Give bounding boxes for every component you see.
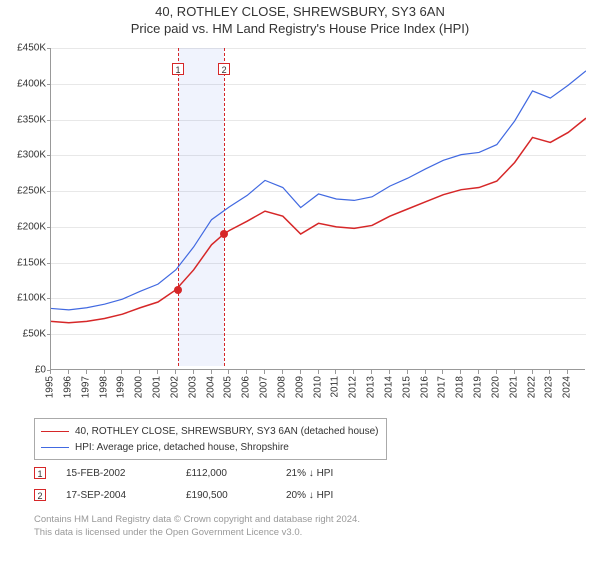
x-axis-label: 1996: [62, 376, 73, 398]
x-axis-label: 1998: [98, 376, 109, 398]
y-axis-label: £350K: [2, 114, 46, 125]
x-axis-label: 1999: [116, 376, 127, 398]
sale-marker-box: 2: [218, 63, 230, 75]
x-axis-label: 2012: [348, 376, 359, 398]
x-axis-label: 2020: [490, 376, 501, 398]
x-axis-label: 2018: [455, 376, 466, 398]
sale-date: 15-FEB-2002: [66, 468, 186, 479]
y-axis-label: £50K: [2, 329, 46, 340]
x-axis-label: 2010: [312, 376, 323, 398]
x-axis-label: 2002: [169, 376, 180, 398]
x-axis-label: 2017: [437, 376, 448, 398]
legend-label: 40, ROTHLEY CLOSE, SHREWSBURY, SY3 6AN (…: [75, 426, 378, 437]
sale-marker-box: 1: [172, 63, 184, 75]
y-axis-label: £400K: [2, 78, 46, 89]
y-axis-label: £0: [2, 365, 46, 376]
legend: 40, ROTHLEY CLOSE, SHREWSBURY, SY3 6AN (…: [34, 418, 387, 460]
sale-marker-dot: [220, 230, 228, 238]
x-axis-label: 2009: [294, 376, 305, 398]
x-axis-label: 2007: [259, 376, 270, 398]
y-axis-label: £100K: [2, 293, 46, 304]
sale-diff: 21% ↓ HPI: [286, 468, 406, 479]
chart-title: 40, ROTHLEY CLOSE, SHREWSBURY, SY3 6AN: [0, 4, 600, 19]
chart-subtitle: Price paid vs. HM Land Registry's House …: [0, 21, 600, 36]
x-axis-label: 2008: [276, 376, 287, 398]
sales-table: 1 15-FEB-2002£112,00021% ↓ HPI 2 17-SEP-200…: [34, 462, 406, 506]
sale-row: 2 17-SEP-2004£190,50020% ↓ HPI: [34, 484, 406, 506]
sale-date: 17-SEP-2004: [66, 490, 186, 501]
x-axis-label: 2001: [152, 376, 163, 398]
x-axis-label: 2005: [223, 376, 234, 398]
sale-row: 1 15-FEB-2002£112,00021% ↓ HPI: [34, 462, 406, 484]
y-axis-label: £450K: [2, 43, 46, 54]
x-axis-label: 2024: [562, 376, 573, 398]
legend-swatch: [41, 431, 69, 432]
y-axis-label: £300K: [2, 150, 46, 161]
sale-price: £112,000: [186, 468, 286, 479]
chart-series: [51, 48, 586, 370]
x-axis-label: 2023: [544, 376, 555, 398]
sale-price: £190,500: [186, 490, 286, 501]
x-axis-label: 2013: [366, 376, 377, 398]
y-axis-label: £250K: [2, 186, 46, 197]
footnote-line2: This data is licensed under the Open Gov…: [34, 527, 302, 538]
x-axis-label: 2004: [205, 376, 216, 398]
legend-item: HPI: Average price, detached house, Shro…: [41, 439, 378, 455]
x-axis-label: 2000: [134, 376, 145, 398]
legend-item: 40, ROTHLEY CLOSE, SHREWSBURY, SY3 6AN (…: [41, 423, 378, 439]
x-axis-label: 2019: [473, 376, 484, 398]
series-hpi: [51, 71, 586, 310]
x-axis-label: 2022: [526, 376, 537, 398]
footnote: Contains HM Land Registry data © Crown c…: [34, 514, 584, 540]
y-axis-label: £200K: [2, 221, 46, 232]
x-axis-label: 2011: [330, 376, 341, 398]
sale-marker-dot: [174, 286, 182, 294]
x-axis-label: 2006: [241, 376, 252, 398]
x-axis-label: 2015: [401, 376, 412, 398]
x-axis-label: 1995: [45, 376, 56, 398]
x-axis-label: 2003: [187, 376, 198, 398]
sale-number-box: 2: [34, 489, 46, 501]
sale-diff: 20% ↓ HPI: [286, 490, 406, 501]
series-property: [51, 118, 586, 323]
legend-swatch: [41, 447, 69, 448]
x-axis-label: 1997: [80, 376, 91, 398]
legend-label: HPI: Average price, detached house, Shro…: [75, 442, 289, 453]
x-axis-label: 2014: [383, 376, 394, 398]
y-axis-label: £150K: [2, 257, 46, 268]
x-axis-label: 2016: [419, 376, 430, 398]
plot-area: 12: [50, 48, 585, 370]
x-axis-label: 2021: [508, 376, 519, 398]
chart-area: £0£50K£100K£150K£200K£250K£300K£350K£400…: [50, 48, 585, 370]
sale-number-box: 1: [34, 467, 46, 479]
footnote-line1: Contains HM Land Registry data © Crown c…: [34, 514, 360, 525]
